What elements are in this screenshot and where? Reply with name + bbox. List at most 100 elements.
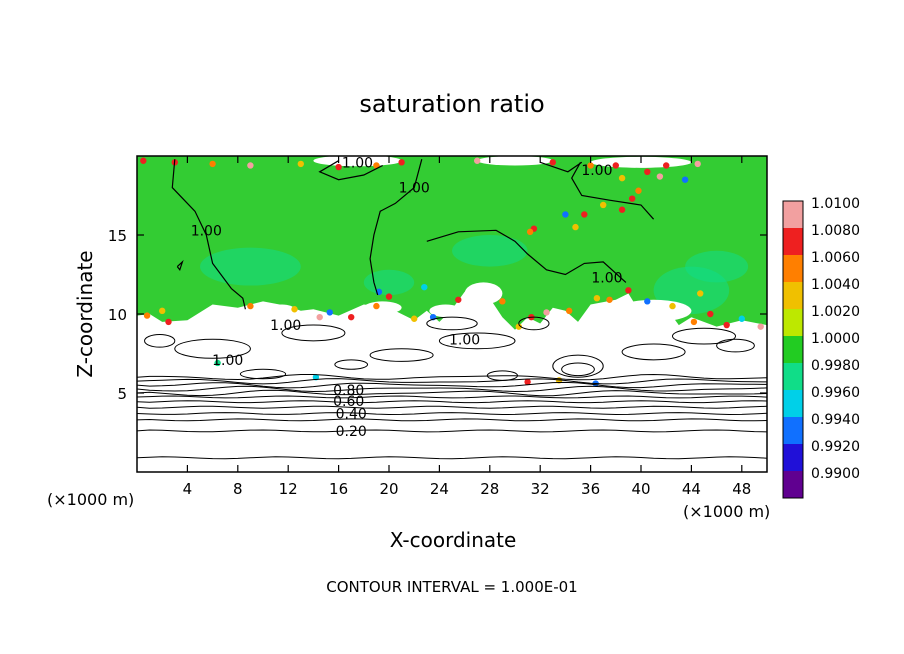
colorbar-swatch [783, 309, 803, 336]
contour-labels: 1.00 1.00 1.00 1.00 1.00 1.00 1.00 1.00 0.800.60… [191, 155, 623, 440]
y-tick-label: 10 [108, 306, 127, 324]
supersaturation-speckle [549, 159, 556, 166]
colorbar-label: 1.0100 [811, 196, 860, 212]
supersaturation-speckle [600, 201, 607, 209]
contour-line [318, 160, 383, 181]
contour-cell [438, 332, 516, 350]
supersaturation-speckle [455, 296, 462, 303]
colorbar-swatch [783, 336, 803, 363]
contour-cell [672, 327, 736, 345]
supersaturation-speckle [757, 323, 764, 330]
supersaturation-speckle [723, 321, 730, 329]
contour-line [137, 385, 767, 393]
contour-cell [369, 348, 434, 362]
contour-label: 0.20 [336, 424, 367, 440]
x-tick-label: 40 [631, 480, 650, 498]
supersaturation-speckle [572, 223, 579, 231]
contour-label: 0.60 [333, 394, 364, 410]
supersaturation-speckle [635, 187, 642, 194]
contour-line [137, 395, 767, 399]
contour-lines [137, 159, 767, 460]
supersaturation-speckle [669, 302, 676, 310]
x-tick-label: 44 [682, 480, 701, 498]
supersaturation-speckle [398, 159, 405, 166]
supersaturation-speckle [385, 293, 393, 300]
supersaturation-speckle [297, 160, 304, 168]
subsaturated-pocket [464, 282, 503, 305]
supersaturation-speckle [159, 307, 166, 315]
supersaturation-speckle [618, 206, 626, 213]
subsaturated-pocket [615, 299, 692, 322]
chart-title: saturation ratio [359, 90, 544, 118]
subsaturated-pocket [269, 304, 295, 315]
contour-cell [174, 338, 251, 359]
subsaturated-pocket [477, 156, 553, 166]
supersaturation-speckle [165, 318, 172, 326]
contour-line [137, 389, 767, 397]
supersaturation-speckle [143, 312, 151, 319]
colorbar-label: 1.0040 [811, 277, 860, 293]
contour-cell [334, 359, 369, 370]
supersaturation-speckle [565, 307, 573, 315]
supersaturation-speckle [326, 309, 333, 316]
colorbar-label: 1.0060 [811, 250, 860, 266]
x-axis-ticks: 4 8 12 16 20 24 28 32 36 40 44 48 [183, 156, 751, 498]
y-tick-label: 15 [108, 227, 127, 245]
y-axis-ticks: 5 10 15 [108, 227, 767, 403]
colorbar-label: 0.9920 [811, 439, 860, 455]
supersaturation-speckle [247, 302, 254, 310]
supersaturation-speckle [373, 162, 380, 169]
colorbar-swatch [783, 417, 803, 444]
y-tick-label: 5 [117, 385, 127, 403]
field-patch [685, 250, 749, 283]
supersaturated-region [137, 156, 767, 330]
supersaturation-speckle [690, 318, 698, 326]
colorbar-swatch [783, 201, 803, 228]
supersaturation-speckle [707, 310, 714, 318]
plot-area [137, 156, 767, 472]
colorbar-label: 1.0080 [811, 223, 860, 239]
supersaturation-speckle [612, 162, 619, 169]
supersaturation-speckle [644, 298, 651, 305]
supersaturation-speckle [474, 157, 481, 164]
field-patch [363, 269, 415, 296]
contour-line [137, 418, 767, 422]
supersaturation-speckle [587, 162, 594, 169]
colorbar-label: 0.9980 [811, 358, 860, 374]
supersaturation-speckle [421, 283, 428, 291]
supersaturation-speckle [543, 309, 550, 316]
contour-line [369, 159, 423, 296]
supersaturation-speckle [247, 162, 254, 169]
x-tick-label: 20 [379, 480, 398, 498]
contour-line [137, 456, 767, 460]
contour-label: 1.00 [191, 223, 222, 239]
colorbar-swatch [783, 390, 803, 417]
x-tick-label: 4 [183, 480, 193, 498]
colorbar: 1.0100 1.0080 1.0060 1.0040 1.0020 1.0000 0.99… [782, 196, 860, 499]
contour-label: 1.00 [399, 181, 430, 197]
supersaturation-speckle [348, 313, 355, 321]
contour-cell [621, 343, 686, 361]
supersaturation-speckle [625, 287, 632, 294]
supersaturation-speckle [140, 157, 147, 164]
x-axis-label: X-coordinate [390, 528, 517, 552]
colorbar-label: 0.9940 [811, 412, 860, 428]
supersaturation-speckle [312, 374, 320, 381]
supersaturation-speckle [593, 295, 601, 302]
supersaturation-speckle [697, 290, 704, 297]
supersaturation-speckle [499, 298, 506, 305]
colorbar-frame [782, 200, 804, 499]
contour-line [137, 429, 767, 433]
contour-label: 0.40 [336, 407, 367, 423]
x-tick-label: 24 [430, 480, 449, 498]
contour-line [137, 405, 767, 409]
colorbar-swatch [783, 444, 803, 471]
contour-line [176, 259, 184, 272]
x-tick-label: 36 [581, 480, 600, 498]
contour-cell [552, 354, 604, 378]
supersaturation-speckle [524, 378, 531, 386]
contour-line [137, 378, 767, 385]
field-patch [200, 247, 301, 286]
supersaturation-speckle [515, 323, 522, 330]
supersaturation-speckle [738, 315, 745, 322]
